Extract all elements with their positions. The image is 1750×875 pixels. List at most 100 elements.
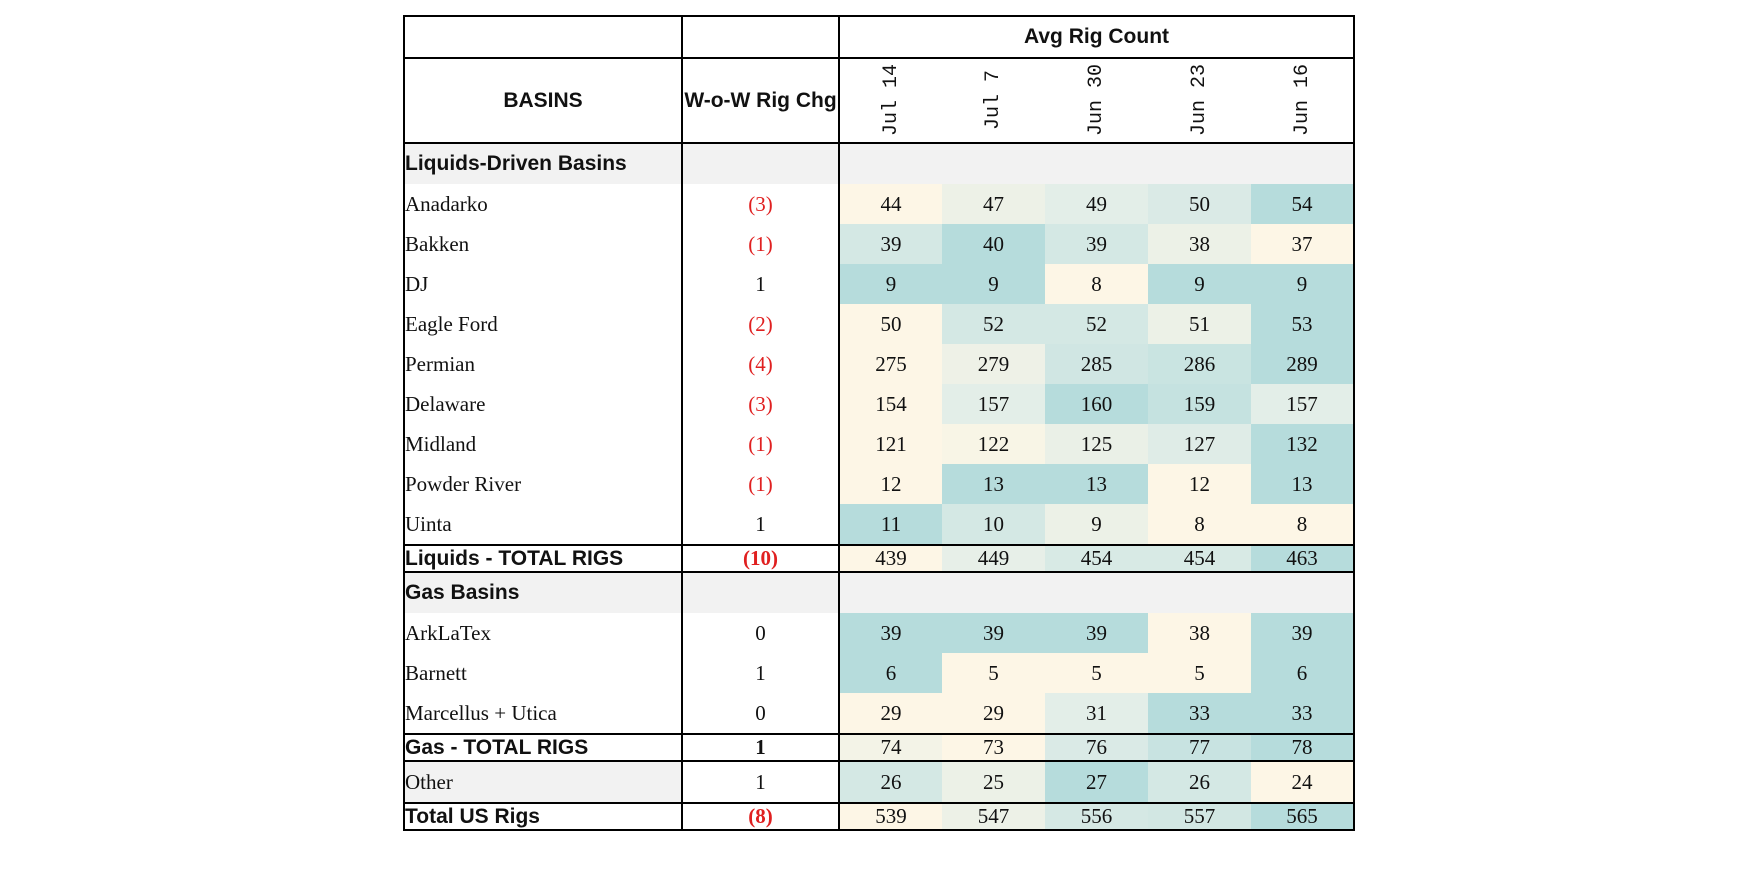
basin-row: Uinta 1 11 10 9 8 8 (404, 504, 1354, 545)
rig-count-cell: 38 (1148, 613, 1251, 653)
wow-change-header: W-o-W Rig Chg (682, 58, 840, 144)
section-fill (839, 143, 1354, 184)
date-header: Jul 14 (839, 58, 942, 144)
section-label: Liquids-Driven Basins (404, 143, 683, 184)
rig-count-cell: 39 (839, 224, 942, 264)
rig-count-cell: 50 (1148, 184, 1251, 224)
header-row-group: Avg Rig Count (404, 16, 1354, 59)
rig-count-cell: 132 (1251, 424, 1354, 464)
rig-count-cell: 8 (1148, 504, 1251, 545)
table-body: Liquids-Driven Basins Anadarko (3) 44 47 49 50… (404, 143, 1354, 831)
rig-count-cell: 9 (942, 264, 1045, 304)
rig-count-cell: 557 (1148, 802, 1251, 831)
basin-row: Bakken (1) 39 40 39 38 37 (404, 224, 1354, 264)
wow-change: (3) (682, 184, 840, 224)
wow-change: 1 (682, 264, 840, 304)
date-header-label: Jun 30 (1085, 64, 1108, 137)
rig-count-cell: 29 (839, 693, 942, 734)
rig-count-cell: 24 (1251, 761, 1354, 803)
rig-count-cell: 77 (1148, 733, 1251, 762)
wow-change: (1) (682, 464, 840, 504)
basin-row: Marcellus + Utica 0 29 29 31 33 33 (404, 693, 1354, 734)
rig-count-cell: 121 (839, 424, 942, 464)
rig-count-cell: 9 (1148, 264, 1251, 304)
date-header: Jul 7 (942, 58, 1045, 144)
rig-count-cell: 275 (839, 344, 942, 384)
basin-name: Other (404, 761, 683, 803)
basin-name: Powder River (404, 464, 683, 504)
rig-count-cell: 37 (1251, 224, 1354, 264)
rig-count-cell: 38 (1148, 224, 1251, 264)
wow-change: (4) (682, 344, 840, 384)
wow-change: 0 (682, 693, 840, 734)
section-row: Gas Basins (404, 572, 1354, 613)
rig-count-cell: 157 (1251, 384, 1354, 424)
basin-row: DJ 1 9 9 8 9 9 (404, 264, 1354, 304)
basin-name: Delaware (404, 384, 683, 424)
wow-change: 1 (682, 733, 840, 762)
date-header: Jun 30 (1045, 58, 1148, 144)
basins-header: BASINS (404, 58, 683, 144)
section-label: Gas Basins (404, 572, 683, 613)
basin-name: Total US Rigs (404, 802, 683, 831)
basin-name: Bakken (404, 224, 683, 264)
rig-count-cell: 39 (1045, 613, 1148, 653)
rig-count-cell: 27 (1045, 761, 1148, 803)
rig-count-cell: 11 (839, 504, 942, 545)
rig-count-cell: 10 (942, 504, 1045, 545)
rig-count-cell: 463 (1251, 544, 1354, 573)
basin-name: Midland (404, 424, 683, 464)
date-header: Jun 16 (1251, 58, 1354, 144)
rig-count-cell: 160 (1045, 384, 1148, 424)
rig-count-cell: 52 (942, 304, 1045, 344)
rig-count-cell: 547 (942, 802, 1045, 831)
rig-count-cell: 39 (1251, 613, 1354, 653)
total-row: Liquids - TOTAL RIGS (10) 439 449 454 454 463 (404, 544, 1354, 573)
rig-count-cell: 5 (942, 653, 1045, 693)
basin-row: Anadarko (3) 44 47 49 50 54 (404, 184, 1354, 224)
rig-count-cell: 157 (942, 384, 1045, 424)
rig-count-cell: 565 (1251, 802, 1354, 831)
total-row: Total US Rigs (8) 539 547 556 557 565 (404, 802, 1354, 831)
rig-count-cell: 289 (1251, 344, 1354, 384)
basin-name: Marcellus + Utica (404, 693, 683, 734)
basin-name: Gas - TOTAL RIGS (404, 733, 683, 762)
rig-count-cell: 5 (1045, 653, 1148, 693)
section-change-blank (682, 143, 840, 184)
rig-count-cell: 286 (1148, 344, 1251, 384)
rig-count-cell: 454 (1148, 544, 1251, 573)
rig-count-cell: 12 (839, 464, 942, 504)
rig-count-cell: 51 (1148, 304, 1251, 344)
basin-name: DJ (404, 264, 683, 304)
rig-count-cell: 54 (1251, 184, 1354, 224)
rig-count-cell: 40 (942, 224, 1045, 264)
basin-name: Uinta (404, 504, 683, 545)
rig-count-cell: 122 (942, 424, 1045, 464)
section-change-blank (682, 572, 840, 613)
basin-row: Barnett 1 6 5 5 5 6 (404, 653, 1354, 693)
rig-count-cell: 74 (839, 733, 942, 762)
rig-count-cell: 12 (1148, 464, 1251, 504)
basin-name: ArkLaTex (404, 613, 683, 653)
rig-count-cell: 25 (942, 761, 1045, 803)
rig-count-cell: 556 (1045, 802, 1148, 831)
basin-row: Delaware (3) 154 157 160 159 157 (404, 384, 1354, 424)
section-row: Liquids-Driven Basins (404, 143, 1354, 184)
avg-rig-count-header: Avg Rig Count (839, 16, 1354, 59)
basin-name: Eagle Ford (404, 304, 683, 344)
rig-count-cell: 53 (1251, 304, 1354, 344)
rig-count-cell: 9 (839, 264, 942, 304)
rig-count-cell: 73 (942, 733, 1045, 762)
rig-count-cell: 8 (1251, 504, 1354, 545)
basin-row: Powder River (1) 12 13 13 12 13 (404, 464, 1354, 504)
rig-count-cell: 26 (1148, 761, 1251, 803)
total-row: Gas - TOTAL RIGS 1 74 73 76 77 78 (404, 733, 1354, 762)
rig-count-table: Avg Rig Count BASINS W-o-W Rig Chg Jul 1… (403, 15, 1355, 831)
wow-change: (1) (682, 224, 840, 264)
rig-count-cell: 39 (1045, 224, 1148, 264)
rig-count-cell: 439 (839, 544, 942, 573)
rig-count-cell: 13 (1251, 464, 1354, 504)
rig-count-cell: 49 (1045, 184, 1148, 224)
header-blank-change (682, 16, 840, 59)
rig-count-cell: 9 (1251, 264, 1354, 304)
